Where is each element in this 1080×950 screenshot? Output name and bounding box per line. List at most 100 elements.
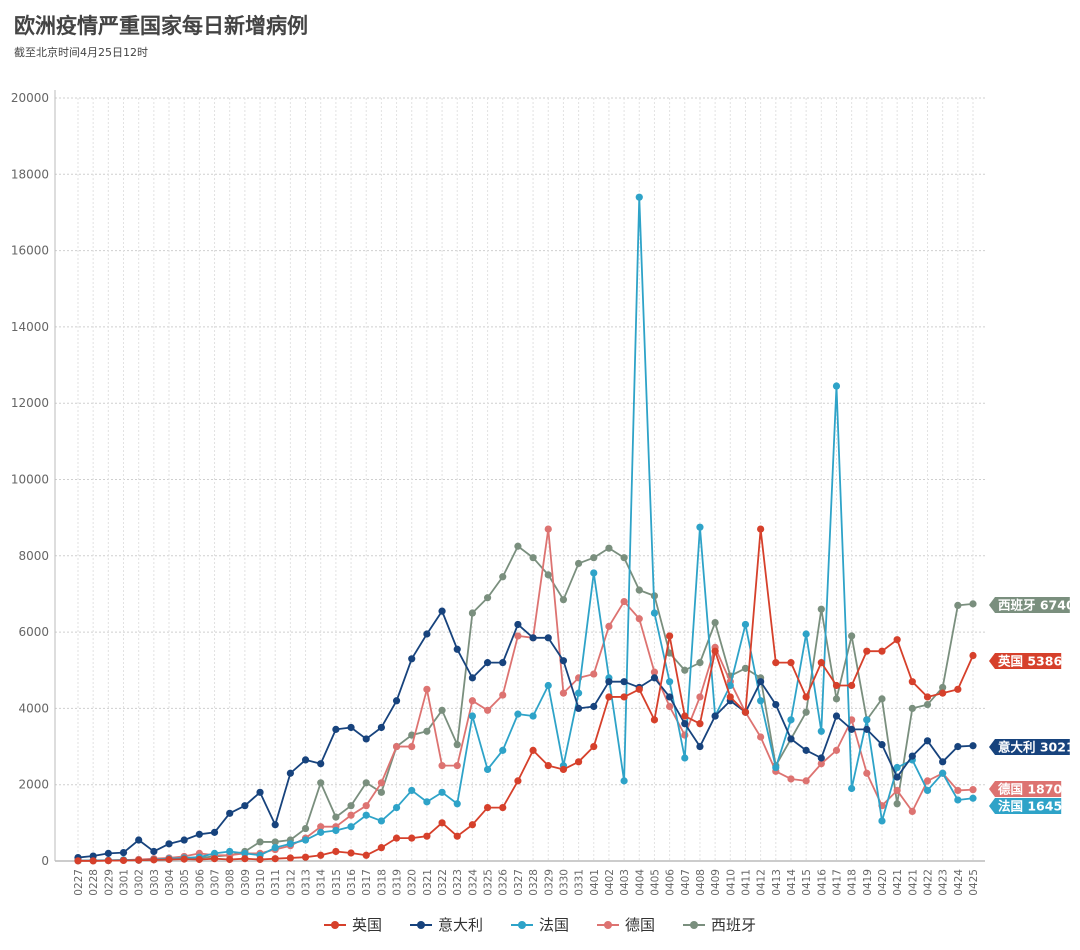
data-point-italy xyxy=(787,735,795,743)
x-tick-label: 0407 xyxy=(680,869,692,896)
data-point-italy xyxy=(362,735,370,743)
data-point-uk xyxy=(817,659,825,667)
data-point-italy xyxy=(135,836,143,844)
data-point-italy xyxy=(165,840,173,848)
data-point-uk xyxy=(772,659,780,667)
x-tick-label: 0330 xyxy=(558,869,570,896)
data-point-italy xyxy=(286,769,294,777)
x-tick-label: 0413 xyxy=(771,869,783,896)
data-point-uk xyxy=(180,855,188,863)
data-point-germany xyxy=(423,685,431,693)
data-point-france xyxy=(726,681,734,690)
x-tick-label: 0315 xyxy=(331,869,343,896)
x-tick-label: 0402 xyxy=(604,869,616,896)
y-tick-label: 16000 xyxy=(11,244,49,258)
data-point-france xyxy=(301,836,310,844)
data-point-spain xyxy=(483,594,492,602)
data-point-germany xyxy=(923,777,932,785)
data-point-uk xyxy=(165,855,173,864)
legend-item-germany[interactable]: 德国 xyxy=(597,914,655,935)
data-point-uk xyxy=(377,844,385,852)
data-point-italy xyxy=(499,659,507,667)
data-point-uk xyxy=(392,834,401,842)
data-point-france xyxy=(286,840,294,848)
data-point-germany xyxy=(453,762,461,770)
legend-label: 意大利 xyxy=(437,916,483,934)
data-point-spain xyxy=(954,601,962,609)
x-tick-label: 0421 xyxy=(892,869,904,896)
x-tick-label: 0312 xyxy=(285,869,297,896)
data-point-spain xyxy=(908,704,916,713)
data-point-uk xyxy=(453,832,461,840)
end-label-bg xyxy=(989,597,1070,613)
x-axis: 0227 0228 0229 0301 0302 0303 0304 0305 0306 0307… xyxy=(73,869,980,896)
x-tick-label: 0417 xyxy=(831,869,843,896)
data-point-uk xyxy=(89,857,97,865)
x-tick-label: 0406 xyxy=(665,869,677,896)
data-point-spain xyxy=(711,618,719,627)
x-tick-label: 0303 xyxy=(149,869,161,896)
x-tick-label: 0423 xyxy=(938,869,950,896)
data-point-germany xyxy=(666,702,674,711)
end-label-text: 英国 5386 xyxy=(998,654,1062,669)
chart-title: 欧洲疫情严重国家每日新增病例 xyxy=(14,14,308,38)
x-tick-label: 0326 xyxy=(498,869,510,896)
data-point-uk xyxy=(529,746,537,754)
data-point-uk xyxy=(423,832,431,840)
data-point-france xyxy=(453,800,461,808)
data-point-italy xyxy=(908,752,916,760)
data-point-france xyxy=(893,763,901,772)
data-point-spain xyxy=(332,813,340,821)
data-point-italy xyxy=(453,645,461,653)
data-point-uk xyxy=(620,693,628,701)
legend-item-spain[interactable]: 西班牙 xyxy=(683,914,756,935)
end-label-uk: 英国 5386 xyxy=(989,653,1062,669)
legend-item-france[interactable]: 法国 xyxy=(510,914,569,935)
legend-item-italy[interactable]: 意大利 xyxy=(409,914,483,935)
data-point-uk xyxy=(969,651,977,660)
y-tick-label: 12000 xyxy=(11,396,49,410)
data-point-italy xyxy=(544,634,552,642)
data-point-uk xyxy=(863,647,871,655)
data-point-france xyxy=(499,746,507,754)
legend-swatch xyxy=(597,919,619,931)
data-point-spain xyxy=(590,554,598,562)
data-point-uk xyxy=(832,681,841,690)
data-point-germany xyxy=(544,525,552,533)
data-point-spain xyxy=(468,609,477,617)
data-point-germany xyxy=(377,779,385,787)
x-tick-label: 0313 xyxy=(301,869,313,896)
data-point-italy xyxy=(271,821,279,829)
x-tick-label: 0409 xyxy=(710,869,722,896)
legend-item-uk[interactable]: 英国 xyxy=(323,914,382,935)
data-point-italy xyxy=(832,712,841,720)
x-tick-label: 0319 xyxy=(392,869,404,896)
x-tick-label: 0416 xyxy=(816,869,828,896)
data-point-italy xyxy=(696,742,704,751)
data-point-spain xyxy=(453,741,461,749)
data-point-italy xyxy=(317,760,325,768)
data-point-germany xyxy=(908,807,916,816)
data-point-italy xyxy=(757,678,765,686)
data-point-germany xyxy=(438,762,446,770)
data-point-italy xyxy=(802,746,810,754)
series-line-germany xyxy=(78,528,974,862)
x-tick-label: 0403 xyxy=(619,869,631,896)
x-tick-label: 0412 xyxy=(756,869,768,896)
data-point-italy xyxy=(605,678,613,686)
x-tick-label: 0321 xyxy=(422,869,434,896)
data-point-uk xyxy=(544,762,552,770)
data-point-uk xyxy=(438,819,446,827)
x-tick-label: 0305 xyxy=(179,869,191,896)
data-point-italy xyxy=(483,659,492,667)
series-line-france xyxy=(77,196,974,862)
x-tick-label: 0404 xyxy=(634,869,646,896)
y-tick-label: 14000 xyxy=(11,320,49,334)
end-label-bg xyxy=(989,798,1062,814)
series-germany xyxy=(74,525,977,865)
data-point-germany xyxy=(317,823,325,831)
data-point-italy xyxy=(666,693,674,701)
data-point-france xyxy=(241,849,249,857)
data-point-france xyxy=(347,823,355,831)
